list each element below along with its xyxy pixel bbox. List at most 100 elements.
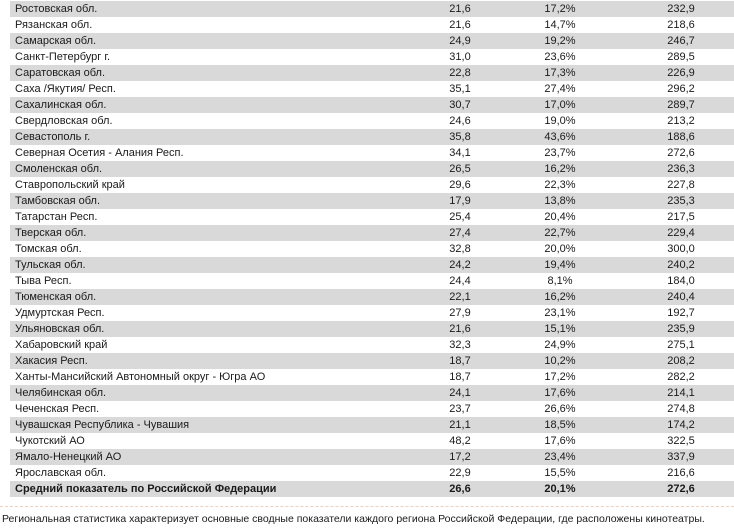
value-cell: 17,6% — [544, 387, 576, 399]
value-cell: 18,7 — [449, 371, 471, 383]
region-name-cell: Томская обл. — [15, 243, 82, 255]
value-cell: 15,1% — [544, 323, 576, 335]
value-cell: 43,6% — [544, 131, 576, 143]
region-name-cell: Чукотский АО — [15, 435, 85, 447]
value-cell: 24,4 — [449, 275, 471, 287]
summary-value-cell: 26,6 — [449, 483, 471, 495]
value-cell: 246,7 — [667, 35, 695, 47]
regions-table: Ростовская обл. 21,6 17,2% 232,9 Рязанская о… — [10, 1, 734, 497]
table-row: Саха /Якутия/ Респ. 35,1 27,4% 296,2 — [10, 81, 734, 97]
value-cell: 23,1% — [544, 307, 576, 319]
value-cell: 20,0% — [544, 243, 576, 255]
value-cell: 22,8 — [449, 67, 471, 79]
summary-row: Средний показатель по Российской Федерац… — [10, 481, 734, 497]
table-row: Тверская обл. 27,4 22,7% 229,4 — [10, 225, 734, 241]
value-cell: 17,6% — [544, 435, 576, 447]
value-cell: 184,0 — [667, 275, 695, 287]
table-row: Самарская обл. 24,9 19,2% 246,7 — [10, 33, 734, 49]
value-cell: 22,7% — [544, 227, 576, 239]
table-row: Сахалинская обл. 30,7 17,0% 289,7 — [10, 97, 734, 113]
region-name-cell: Ямало-Ненецкий АО — [15, 451, 122, 463]
region-name-cell: Рязанская обл. — [15, 19, 93, 31]
table-row: Томская обл. 32,8 20,0% 300,0 — [10, 241, 734, 257]
value-cell: 21,6 — [449, 19, 471, 31]
value-cell: 240,4 — [667, 291, 695, 303]
table-row: Ульяновская обл. 21,6 15,1% 235,9 — [10, 321, 734, 337]
region-name-cell: Ставропольский край — [15, 179, 125, 191]
value-cell: 24,9 — [449, 35, 471, 47]
value-cell: 214,1 — [667, 387, 695, 399]
value-cell: 19,0% — [544, 115, 576, 127]
value-cell: 174,2 — [667, 419, 695, 431]
value-cell: 188,6 — [667, 131, 695, 143]
table-row: Удмуртская Респ. 27,9 23,1% 192,7 — [10, 305, 734, 321]
table-row: Северная Осетия - Алания Респ. 34,1 23,7% 2… — [10, 145, 734, 161]
region-name-cell: Севастополь г. — [15, 131, 91, 143]
value-cell: 35,8 — [449, 131, 471, 143]
value-cell: 27,4% — [544, 83, 576, 95]
value-cell: 32,8 — [449, 243, 471, 255]
value-cell: 300,0 — [667, 243, 695, 255]
value-cell: 18,7 — [449, 355, 471, 367]
value-cell: 23,6% — [544, 51, 576, 63]
value-cell: 17,3% — [544, 67, 576, 79]
table-row: Саратовская обл. 22,8 17,3% 226,9 — [10, 65, 734, 81]
value-cell: 27,9 — [449, 307, 471, 319]
summary-value-cell: 20,1% — [544, 483, 576, 495]
value-cell: 274,8 — [667, 403, 695, 415]
region-name-cell: Чувашская Республика - Чувашия — [15, 419, 190, 431]
table-row: Севастополь г. 35,8 43,6% 188,6 — [10, 129, 734, 145]
region-name-cell: Саха /Якутия/ Респ. — [15, 83, 116, 95]
region-name-cell: Удмуртская Респ. — [15, 307, 105, 319]
value-cell: 22,9 — [449, 467, 471, 479]
value-cell: 282,2 — [667, 371, 695, 383]
table-row: Рязанская обл. 21,6 14,7% 218,6 — [10, 17, 734, 33]
value-cell: 21,6 — [449, 3, 471, 15]
value-cell: 20,4% — [544, 211, 576, 223]
summary-region-cell: Средний показатель по Российской Федерац… — [15, 483, 277, 495]
table-row: Ярославская обл. 22,9 15,5% 216,6 — [10, 465, 734, 481]
table-row: Ямало-Ненецкий АО 17,2 23,4% 337,9 — [10, 449, 734, 465]
region-name-cell: Чеченская Респ. — [15, 403, 100, 415]
table-row: Смоленская обл. 26,5 16,2% 236,3 — [10, 161, 734, 177]
value-cell: 229,4 — [667, 227, 695, 239]
value-cell: 17,0% — [544, 99, 576, 111]
region-name-cell: Тверская обл. — [15, 227, 87, 239]
table-row: Чукотский АО 48,2 17,6% 322,5 — [10, 433, 734, 449]
value-cell: 26,6% — [544, 403, 576, 415]
region-name-cell: Ульяновская обл. — [15, 323, 105, 335]
table-row: Свердловская обл. 24,6 19,0% 213,2 — [10, 113, 734, 129]
value-cell: 10,2% — [544, 355, 576, 367]
region-name-cell: Самарская обл. — [15, 35, 97, 47]
page-break-line — [0, 506, 734, 507]
value-cell: 8,1% — [547, 275, 573, 287]
value-cell: 322,5 — [667, 435, 695, 447]
region-name-cell: Ханты-Мансийский Автономный округ - Югра… — [15, 371, 266, 383]
table-row: Ханты-Мансийский Автономный округ - Югра… — [10, 369, 734, 385]
region-name-cell: Северная Осетия - Алания Респ. — [15, 147, 184, 159]
region-name-cell: Смоленская обл. — [15, 163, 103, 175]
value-cell: 16,2% — [544, 163, 576, 175]
value-cell: 24,2 — [449, 259, 471, 271]
table-row: Ростовская обл. 21,6 17,2% 232,9 — [10, 1, 734, 17]
table-row: Татарстан Респ. 25,4 20,4% 217,5 — [10, 209, 734, 225]
value-cell: 275,1 — [667, 339, 695, 351]
value-cell: 218,6 — [667, 19, 695, 31]
value-cell: 217,5 — [667, 211, 695, 223]
value-cell: 337,9 — [667, 451, 695, 463]
value-cell: 17,2% — [544, 371, 576, 383]
value-cell: 25,4 — [449, 211, 471, 223]
value-cell: 18,5% — [544, 419, 576, 431]
table-row: Чеченская Респ. 23,7 26,6% 274,8 — [10, 401, 734, 417]
value-cell: 24,6 — [449, 115, 471, 127]
value-cell: 227,8 — [667, 179, 695, 191]
region-name-cell: Свердловская обл. — [15, 115, 113, 127]
value-cell: 34,1 — [449, 147, 471, 159]
value-cell: 31,0 — [449, 51, 471, 63]
value-cell: 213,2 — [667, 115, 695, 127]
value-cell: 16,2% — [544, 291, 576, 303]
value-cell: 289,7 — [667, 99, 695, 111]
value-cell: 24,1 — [449, 387, 471, 399]
table-row: Чувашская Республика - Чувашия 21,1 18,5% 1… — [10, 417, 734, 433]
table-row: Тульская обл. 24,2 19,4% 240,2 — [10, 257, 734, 273]
